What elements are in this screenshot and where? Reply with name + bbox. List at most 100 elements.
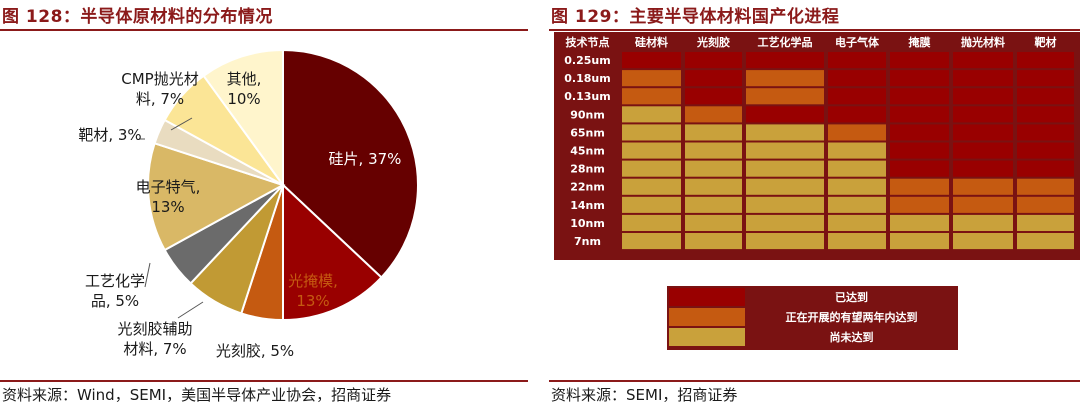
status-cell [685,233,742,250]
leader-line [144,262,151,288]
status-cell [685,178,742,195]
localization-status-table: 技术节点 硅材料 光刻胶 工艺化学品 电子气体 掩膜 抛光材料 靶材 0.25um 0.18um 0… [554,32,1080,350]
status-cell [746,160,824,177]
left-title-rule [0,29,528,31]
left-figure-panel: 图 128：半导体原材料的分布情况 硅片, 37% 光掩模, 13% 光刻胶, 5% 光… [0,0,528,408]
pie-chart: 硅片, 37% 光掩模, 13% 光刻胶, 5% 光刻胶辅助材料, 7% 工艺化学品, 5… [78,48,419,360]
status-cell [622,88,681,105]
status-cell [685,196,742,213]
status-cell [685,52,742,69]
status-cell [1017,142,1074,159]
status-cell [890,70,949,87]
right-source-rule [549,380,1080,382]
row-label: 0.18um [564,72,610,85]
status-cell [953,70,1013,87]
status-cell [746,70,824,87]
status-cell [685,70,742,87]
slice-label: 光刻胶辅助材料, 7% [117,320,192,358]
status-cell [890,124,949,141]
status-cell [890,88,949,105]
row-label: 0.13um [564,90,610,103]
status-cell [746,178,824,195]
status-cell [622,106,681,123]
row-label: 0.25um [564,54,610,67]
status-cell [1017,233,1074,250]
status-cell [1017,106,1074,123]
status-cell [953,214,1013,231]
row-label: 14nm [570,199,605,212]
column-header: 技术节点 [566,35,610,49]
pie-slice [282,182,383,322]
status-cell [890,52,949,69]
status-cell [622,52,681,69]
column-header: 靶材 [1035,35,1057,49]
status-cell [953,142,1013,159]
status-cell [746,214,824,231]
column-header: 硅材料 [635,35,668,49]
status-cell [685,88,742,105]
row-label: 22nm [570,181,605,194]
legend-label: 尚未达到 [830,330,874,344]
status-cell [828,106,886,123]
right-source-note: 资料来源：SEMI，招商证券 [551,386,738,404]
status-cell [953,178,1013,195]
row-label: 7nm [574,235,601,248]
column-header: 抛光材料 [961,35,1005,49]
status-cell [828,52,886,69]
row-label: 65nm [570,126,605,139]
slice-label: 其他, 10% [227,70,262,108]
status-cell [746,124,824,141]
status-cell [828,196,886,213]
left-source-note: 资料来源：Wind，SEMI，美国半导体产业协会，招商证券 [2,386,392,404]
status-cell [685,214,742,231]
legend-label: 正在开展的有望两年内达到 [786,310,918,324]
status-cell [1017,52,1074,69]
status-cell [828,178,886,195]
status-cell [1017,196,1074,213]
pie-slice [282,48,419,279]
status-cell [890,160,949,177]
right-title-rule [549,29,1080,31]
legend-swatch [669,288,745,306]
legend-swatch [669,308,745,326]
status-cell [746,88,824,105]
status-cell [953,88,1013,105]
status-cell [685,142,742,159]
legend-swatch [669,328,745,346]
pie-slice [202,48,284,189]
leader-line [170,117,193,131]
status-cell [685,160,742,177]
status-cell [746,196,824,213]
slice-label: 光刻胶, 5% [216,342,294,360]
status-cell [1017,70,1074,87]
status-cell [1017,124,1074,141]
status-cell [622,160,681,177]
status-cell [746,233,824,250]
right-figure-panel: 图 129：主要半导体材料国产化进程 技术节点 硅材料 光刻胶 工艺化学品 电子气体 掩膜… [549,0,1080,408]
status-cell [746,142,824,159]
status-cell [828,233,886,250]
status-cell [746,52,824,69]
status-cell [890,178,949,195]
status-cell [828,160,886,177]
left-source-rule [0,380,528,382]
status-cell [685,106,742,123]
right-figure-title: 图 129：主要半导体材料国产化进程 [551,7,840,27]
status-cell [622,196,681,213]
left-figure-title: 图 128：半导体原材料的分布情况 [2,7,273,27]
status-cell [953,196,1013,213]
status-cell [953,233,1013,250]
column-header: 光刻胶 [696,35,730,49]
slice-label: 靶材, 3% [78,126,141,144]
status-cell [890,106,949,123]
status-cell [890,196,949,213]
slice-label: 工艺化学品, 5% [85,272,145,310]
status-cell [1017,214,1074,231]
status-cell [622,214,681,231]
status-cell [622,70,681,87]
slice-label: 硅片, 37% [329,150,402,168]
slice-label: CMP抛光材料, 7% [121,70,198,108]
status-cell [953,160,1013,177]
status-cell [622,142,681,159]
status-cell [828,70,886,87]
